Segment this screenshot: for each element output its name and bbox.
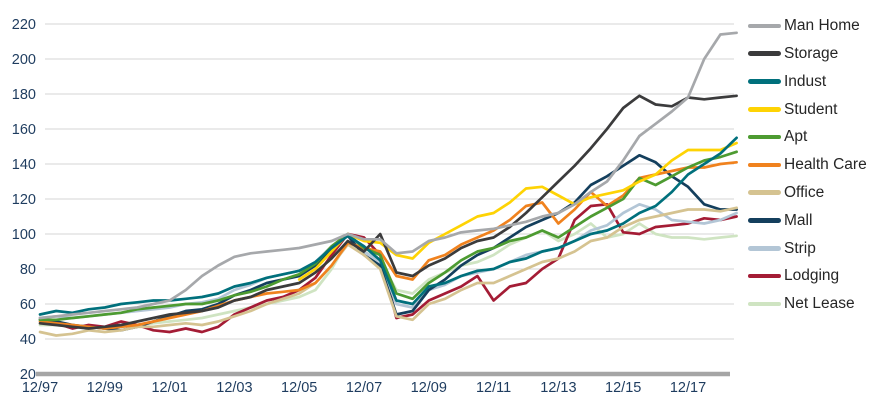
legend-label-office: Office xyxy=(784,183,825,201)
x-axis-tick-label: 12/07 xyxy=(346,380,382,396)
y-axis-tick-label: 80 xyxy=(20,262,36,278)
legend-swatch-mall xyxy=(748,218,781,223)
legend-swatch-lodging xyxy=(748,273,781,279)
legend-label-indust: Indust xyxy=(784,72,827,90)
y-axis-tick-label: 220 xyxy=(12,17,36,33)
legend-swatch-indust xyxy=(748,79,781,84)
legend-item-strip: Strip xyxy=(748,234,867,262)
x-axis-tick-label: 12/01 xyxy=(151,380,187,396)
legend-label-strip: Strip xyxy=(784,239,816,257)
legend-swatch-apt xyxy=(748,134,781,140)
legend-item-indust: Indust xyxy=(748,68,867,96)
legend-label-mall: Mall xyxy=(784,211,813,229)
legend-item-office: Office xyxy=(748,179,867,207)
series-line-office xyxy=(38,206,738,337)
legend-label-student: Student xyxy=(784,100,838,118)
legend-swatch-student xyxy=(748,106,781,112)
y-axis-tick-label: 200 xyxy=(12,52,36,68)
series-line-man-home xyxy=(38,31,738,320)
legend-label-health-care: Health Care xyxy=(784,156,867,174)
legend-label-lodging: Lodging xyxy=(784,267,840,285)
series-line-storage xyxy=(38,94,738,330)
x-axis-tick-label: 12/17 xyxy=(670,380,706,396)
legend-swatch-man-home xyxy=(748,23,781,29)
x-axis-tick-label: 12/11 xyxy=(476,380,511,396)
y-axis-tick-label: 160 xyxy=(12,122,36,138)
y-axis-tick-label: 20 xyxy=(20,367,36,383)
legend-swatch-office xyxy=(748,190,781,195)
chart-legend: Man Home Storage Indust Student Apt Health Ca… xyxy=(748,12,867,318)
legend-item-health-care: Health Care xyxy=(748,151,867,179)
legend-item-man-home: Man Home xyxy=(748,12,867,40)
x-axis-tick-label: 12/13 xyxy=(540,380,576,396)
legend-swatch-strip xyxy=(748,245,781,251)
series-line-apt xyxy=(38,150,738,322)
legend-label-apt: Apt xyxy=(784,128,808,146)
x-axis-tick-label: 12/15 xyxy=(605,380,641,396)
x-axis-tick-label: 12/05 xyxy=(281,380,317,396)
legend-item-lodging: Lodging xyxy=(748,262,867,290)
y-axis-tick-label: 40 xyxy=(20,332,36,348)
y-axis-tick-label: 100 xyxy=(12,227,36,243)
legend-item-student: Student xyxy=(748,95,867,123)
y-axis-tick-label: 140 xyxy=(12,157,36,173)
legend-swatch-health-care xyxy=(748,162,781,168)
x-axis-tick-label: 12/97 xyxy=(22,380,58,396)
y-axis-tick-label: 180 xyxy=(12,87,36,103)
x-axis-tick-label: 12/03 xyxy=(216,380,252,396)
legend-label-net-lease: Net Lease xyxy=(784,295,855,313)
x-axis-tick-label: 12/09 xyxy=(411,380,447,396)
series-line-health-care xyxy=(38,160,738,330)
legend-swatch-net-lease xyxy=(748,301,781,307)
series-line-indust xyxy=(38,136,738,316)
legend-label-storage: Storage xyxy=(784,44,839,62)
legend-item-storage: Storage xyxy=(748,40,867,68)
legend-item-mall: Mall xyxy=(748,207,867,235)
y-axis-tick-label: 120 xyxy=(12,192,36,208)
legend-label-man-home: Man Home xyxy=(784,17,860,35)
legend-item-apt: Apt xyxy=(748,123,867,151)
legend-swatch-storage xyxy=(748,51,781,56)
y-axis-tick-label: 60 xyxy=(20,297,36,313)
legend-item-net-lease: Net Lease xyxy=(748,290,867,318)
x-axis-tick-label: 12/99 xyxy=(87,380,123,396)
